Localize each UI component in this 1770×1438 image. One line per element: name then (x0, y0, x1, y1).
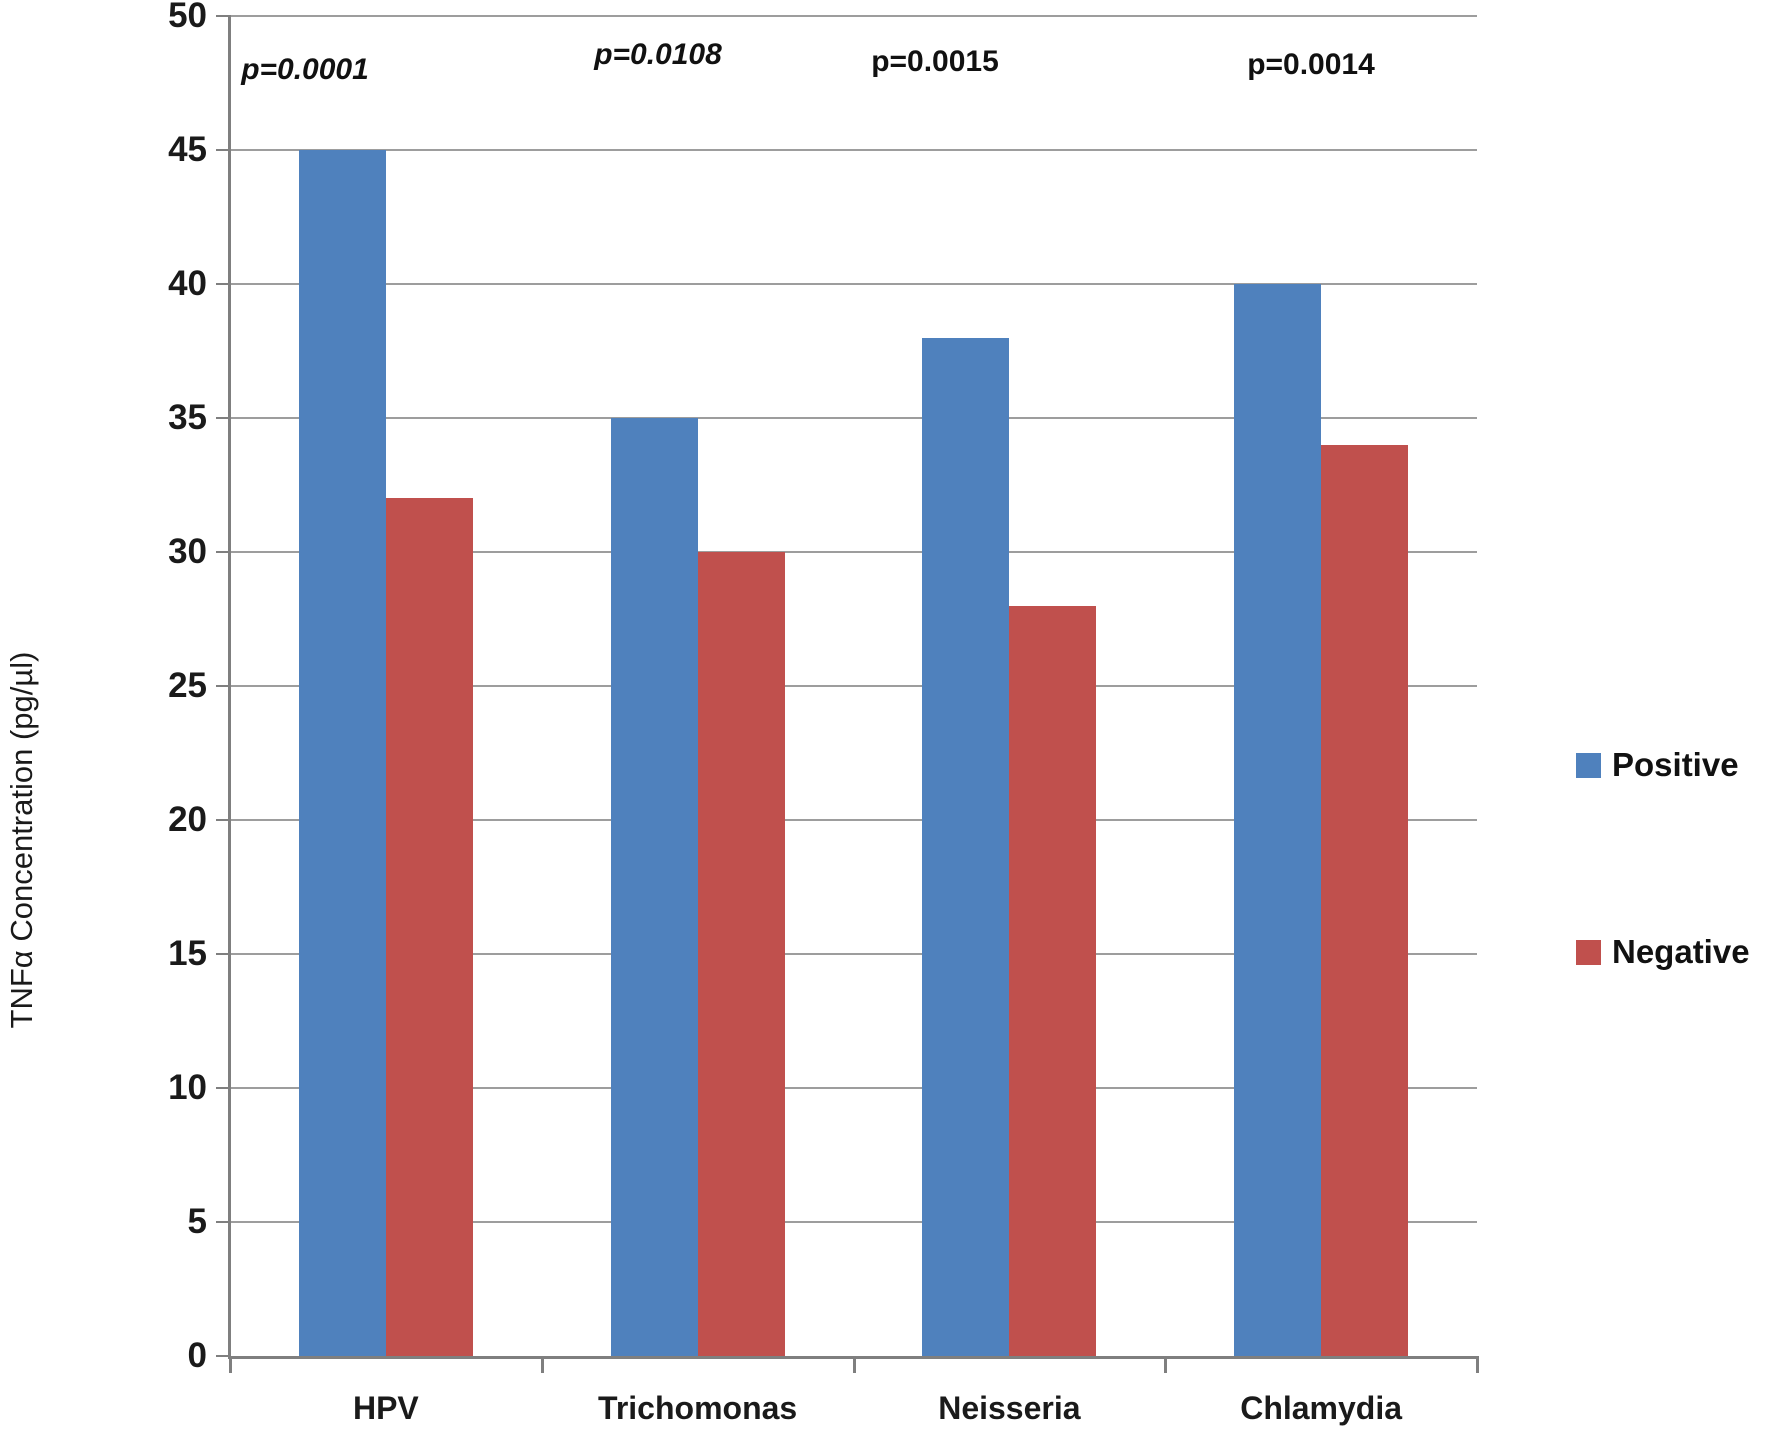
gridline-35 (230, 417, 1477, 419)
gridline-40 (230, 283, 1477, 285)
y-axis-line (228, 15, 231, 1359)
gridline-25 (230, 685, 1477, 687)
y-axis-tick (216, 283, 231, 285)
bar-trichomonas-positive (610, 418, 698, 1356)
gridline-20 (230, 819, 1477, 821)
y-tick-label-25: 25 (168, 666, 207, 705)
x-axis-label-neisseria: Neisseria (938, 1390, 1081, 1426)
x-axis-tick (540, 1356, 544, 1373)
y-tick-label-15: 15 (168, 934, 207, 973)
bar-neisseria-negative (1009, 605, 1097, 1356)
y-axis-tick (216, 15, 231, 17)
y-axis-tick (216, 953, 231, 955)
x-axis-label-chlamydia: Chlamydia (1240, 1390, 1403, 1426)
x-axis-label-hpv: HPV (352, 1390, 419, 1426)
x-axis-tick (1476, 1356, 1479, 1373)
negative-legend-label: Negative (1612, 933, 1750, 970)
negative-legend-swatch-icon (1576, 939, 1601, 965)
p-value-annotation-2: p=0.0015 (871, 45, 999, 78)
p-value-annotation-3: p=0.0014 (1247, 48, 1375, 81)
x-axis-tick (852, 1356, 856, 1373)
x-axis-tick (1164, 1356, 1168, 1373)
legend-entry-positive: Positive (1576, 746, 1739, 784)
x-axis-line (228, 1356, 1479, 1359)
y-tick-label-5: 5 (187, 1202, 207, 1241)
bar-chlamydia-negative (1321, 444, 1409, 1356)
gridline-50 (230, 15, 1477, 17)
positive-legend-label: Positive (1612, 746, 1739, 783)
bar-chlamydia-positive (1234, 284, 1322, 1356)
y-tick-label-35: 35 (168, 398, 207, 437)
bar-hpv-negative (385, 498, 473, 1356)
bar-trichomonas-negative (697, 552, 785, 1356)
y-tick-label-0: 0 (187, 1336, 207, 1375)
y-tick-label-45: 45 (168, 130, 207, 169)
bar-neisseria-positive (922, 337, 1010, 1356)
y-axis-tick (216, 149, 231, 151)
p-value-annotation-1: p=0.0108 (594, 38, 722, 71)
y-axis-tick (216, 819, 231, 821)
legend-entry-negative: Negative (1576, 933, 1750, 971)
y-tick-label-30: 30 (168, 532, 207, 571)
y-axis-tick (216, 551, 231, 553)
positive-legend-swatch-icon (1576, 752, 1601, 778)
y-tick-label-50: 50 (168, 0, 207, 35)
x-axis-tick (229, 1356, 232, 1373)
p-value-annotation-0: p=0.0001 (241, 53, 369, 86)
y-tick-label-20: 20 (168, 800, 207, 839)
x-axis-label-trichomonas: Trichomonas (598, 1390, 798, 1426)
y-tick-label-40: 40 (168, 264, 207, 303)
gridline-10 (230, 1087, 1477, 1089)
y-axis-tick (216, 417, 231, 419)
gridline-5 (230, 1221, 1477, 1223)
y-axis-tick (216, 1087, 231, 1089)
gridline-45 (230, 149, 1477, 151)
y-axis-title: TNFα Concentration (pg/µl) (4, 651, 39, 1029)
gridline-15 (230, 953, 1477, 955)
y-tick-label-10: 10 (168, 1068, 207, 1107)
bar-hpv-positive (298, 150, 386, 1356)
gridline-30 (230, 551, 1477, 553)
y-axis-tick (216, 685, 231, 687)
y-axis-tick (216, 1355, 231, 1357)
y-axis-tick (216, 1221, 231, 1223)
